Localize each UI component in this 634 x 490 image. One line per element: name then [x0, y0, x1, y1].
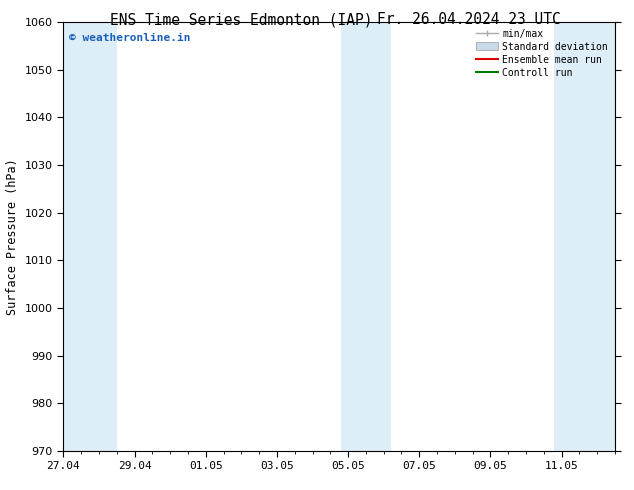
- Bar: [63, 22, 117, 451]
- Text: © weatheronline.in: © weatheronline.in: [69, 33, 190, 43]
- Text: ENS Time Series Edmonton (IAP): ENS Time Series Edmonton (IAP): [110, 12, 372, 27]
- Bar: [555, 22, 615, 451]
- Text: Fr. 26.04.2024 23 UTC: Fr. 26.04.2024 23 UTC: [377, 12, 561, 27]
- Bar: [341, 22, 391, 451]
- Y-axis label: Surface Pressure (hPa): Surface Pressure (hPa): [6, 158, 19, 315]
- Legend: min/max, Standard deviation, Ensemble mean run, Controll run: min/max, Standard deviation, Ensemble me…: [474, 27, 610, 79]
